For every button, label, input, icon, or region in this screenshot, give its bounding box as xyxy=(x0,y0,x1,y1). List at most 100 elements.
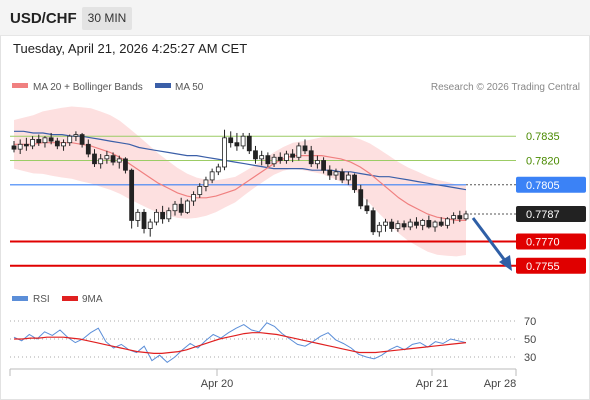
candle xyxy=(123,157,128,174)
candle xyxy=(327,165,333,180)
candle xyxy=(30,136,35,150)
forecast-arrow-shaft xyxy=(471,217,508,263)
candle-body xyxy=(17,143,23,150)
candle xyxy=(73,131,79,142)
candle-body xyxy=(240,135,246,147)
rsi-ma-line xyxy=(14,332,467,354)
candle-body xyxy=(277,156,283,161)
rsi-line xyxy=(13,322,467,364)
candle-body xyxy=(345,174,351,181)
candle xyxy=(17,139,23,155)
candle-body xyxy=(215,166,221,173)
candle-body xyxy=(333,171,339,176)
candle xyxy=(438,217,444,227)
candle xyxy=(265,152,271,167)
candle-body xyxy=(30,139,35,147)
candle xyxy=(296,142,302,161)
candle-body xyxy=(85,143,91,155)
candle xyxy=(172,201,178,216)
candle-body xyxy=(184,200,190,213)
candle-body xyxy=(61,142,66,147)
rsi-tick-label: 30 xyxy=(524,352,536,364)
candle xyxy=(352,173,357,193)
ma50-legend-swatch xyxy=(155,83,171,88)
candle xyxy=(92,149,97,167)
rsi-legend-label: RSI xyxy=(33,294,50,305)
pivot-label: 0.7805 xyxy=(526,180,560,192)
candle-body xyxy=(98,158,104,165)
candle-body xyxy=(321,160,326,171)
x-tick-label: Apr 28 xyxy=(484,378,516,390)
candle xyxy=(271,154,277,167)
candle-body xyxy=(67,135,73,144)
support-label: 0.7755 xyxy=(526,261,560,273)
candle-body xyxy=(457,215,463,220)
candle-body xyxy=(222,137,227,168)
support-label-box xyxy=(516,257,586,274)
candlesticks xyxy=(11,129,469,237)
forecast-arrow-head xyxy=(499,255,512,271)
candle-body xyxy=(389,221,395,229)
candle xyxy=(277,152,283,164)
candle xyxy=(302,139,308,155)
candle-body xyxy=(209,171,215,181)
candle xyxy=(321,157,326,174)
x-tick-label: Apr 20 xyxy=(201,378,233,390)
candle xyxy=(203,176,209,192)
candle-body xyxy=(191,194,196,202)
candle-body xyxy=(129,169,135,221)
candle-body xyxy=(463,213,469,220)
candle xyxy=(376,222,382,237)
candle xyxy=(234,132,240,151)
candle-body xyxy=(284,153,289,161)
candle-body xyxy=(314,160,320,165)
ma20-legend-swatch xyxy=(12,83,28,88)
candle-body xyxy=(11,145,17,150)
candle-body xyxy=(246,135,252,152)
candle-body xyxy=(160,211,166,220)
candle-body xyxy=(203,179,209,187)
candle xyxy=(67,134,73,146)
candle-body xyxy=(42,137,48,144)
resistance-label: 0.7835 xyxy=(526,131,560,143)
candle-body xyxy=(376,224,382,233)
candle-body xyxy=(79,134,85,145)
candle xyxy=(240,132,246,150)
price-level-labels: 0.7835 0.7820 0.7805 0.7787 0.7770 0.7755 xyxy=(516,131,586,274)
candle-body xyxy=(364,205,370,212)
candle-body xyxy=(110,155,116,163)
bollinger-band xyxy=(14,106,466,257)
candle-body xyxy=(290,153,296,158)
candle xyxy=(364,199,370,214)
candle xyxy=(432,220,438,232)
candle-body xyxy=(228,137,234,144)
candle xyxy=(209,168,215,184)
candle xyxy=(154,209,159,226)
last-price-label-box xyxy=(516,205,586,222)
candle xyxy=(345,171,351,185)
timeframe-button[interactable]: 30 MIN xyxy=(82,7,132,30)
candle xyxy=(284,150,289,164)
candle xyxy=(215,163,221,176)
support-label: 0.7770 xyxy=(526,237,560,249)
ma20-legend-label: MA 20 + Bollinger Bands xyxy=(33,82,143,93)
rsi-tick-label: 70 xyxy=(524,316,536,328)
candle xyxy=(389,218,395,232)
candle-body xyxy=(407,221,413,228)
datetime-label: Tuesday, April 21, 2026 4:25:27 AM CET xyxy=(13,41,248,56)
candle-body xyxy=(48,137,54,142)
candle-body xyxy=(438,221,444,226)
candle xyxy=(54,137,60,150)
candle xyxy=(290,149,296,163)
candle-body xyxy=(154,211,159,223)
rsi-legend-swatch xyxy=(12,296,28,301)
pivot-label-box xyxy=(516,176,586,193)
candle xyxy=(395,220,401,232)
candle-body xyxy=(339,171,345,181)
candle xyxy=(383,218,388,232)
candle-body xyxy=(271,156,277,165)
candle-body xyxy=(451,215,457,220)
candle-body xyxy=(166,210,172,220)
candle-body xyxy=(178,203,184,213)
